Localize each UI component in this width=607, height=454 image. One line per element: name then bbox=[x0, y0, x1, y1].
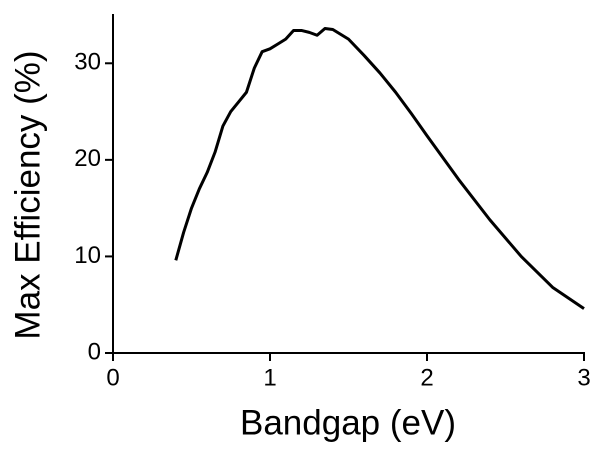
y-axis-title: Max Efficiency (%) bbox=[8, 50, 47, 339]
x-tick-label: 1 bbox=[263, 364, 276, 391]
y-tick-label: 20 bbox=[74, 145, 101, 172]
x-axis-title: Bandgap (eV) bbox=[240, 403, 456, 442]
data-line bbox=[174, 27, 585, 310]
y-tick-label: 10 bbox=[74, 242, 101, 269]
y-tick-label: 0 bbox=[88, 338, 101, 365]
x-tick-label: 3 bbox=[577, 364, 590, 391]
x-tick-label: 2 bbox=[420, 364, 433, 391]
x-tick-label: 0 bbox=[106, 364, 119, 391]
y-tick-label: 30 bbox=[74, 49, 101, 76]
